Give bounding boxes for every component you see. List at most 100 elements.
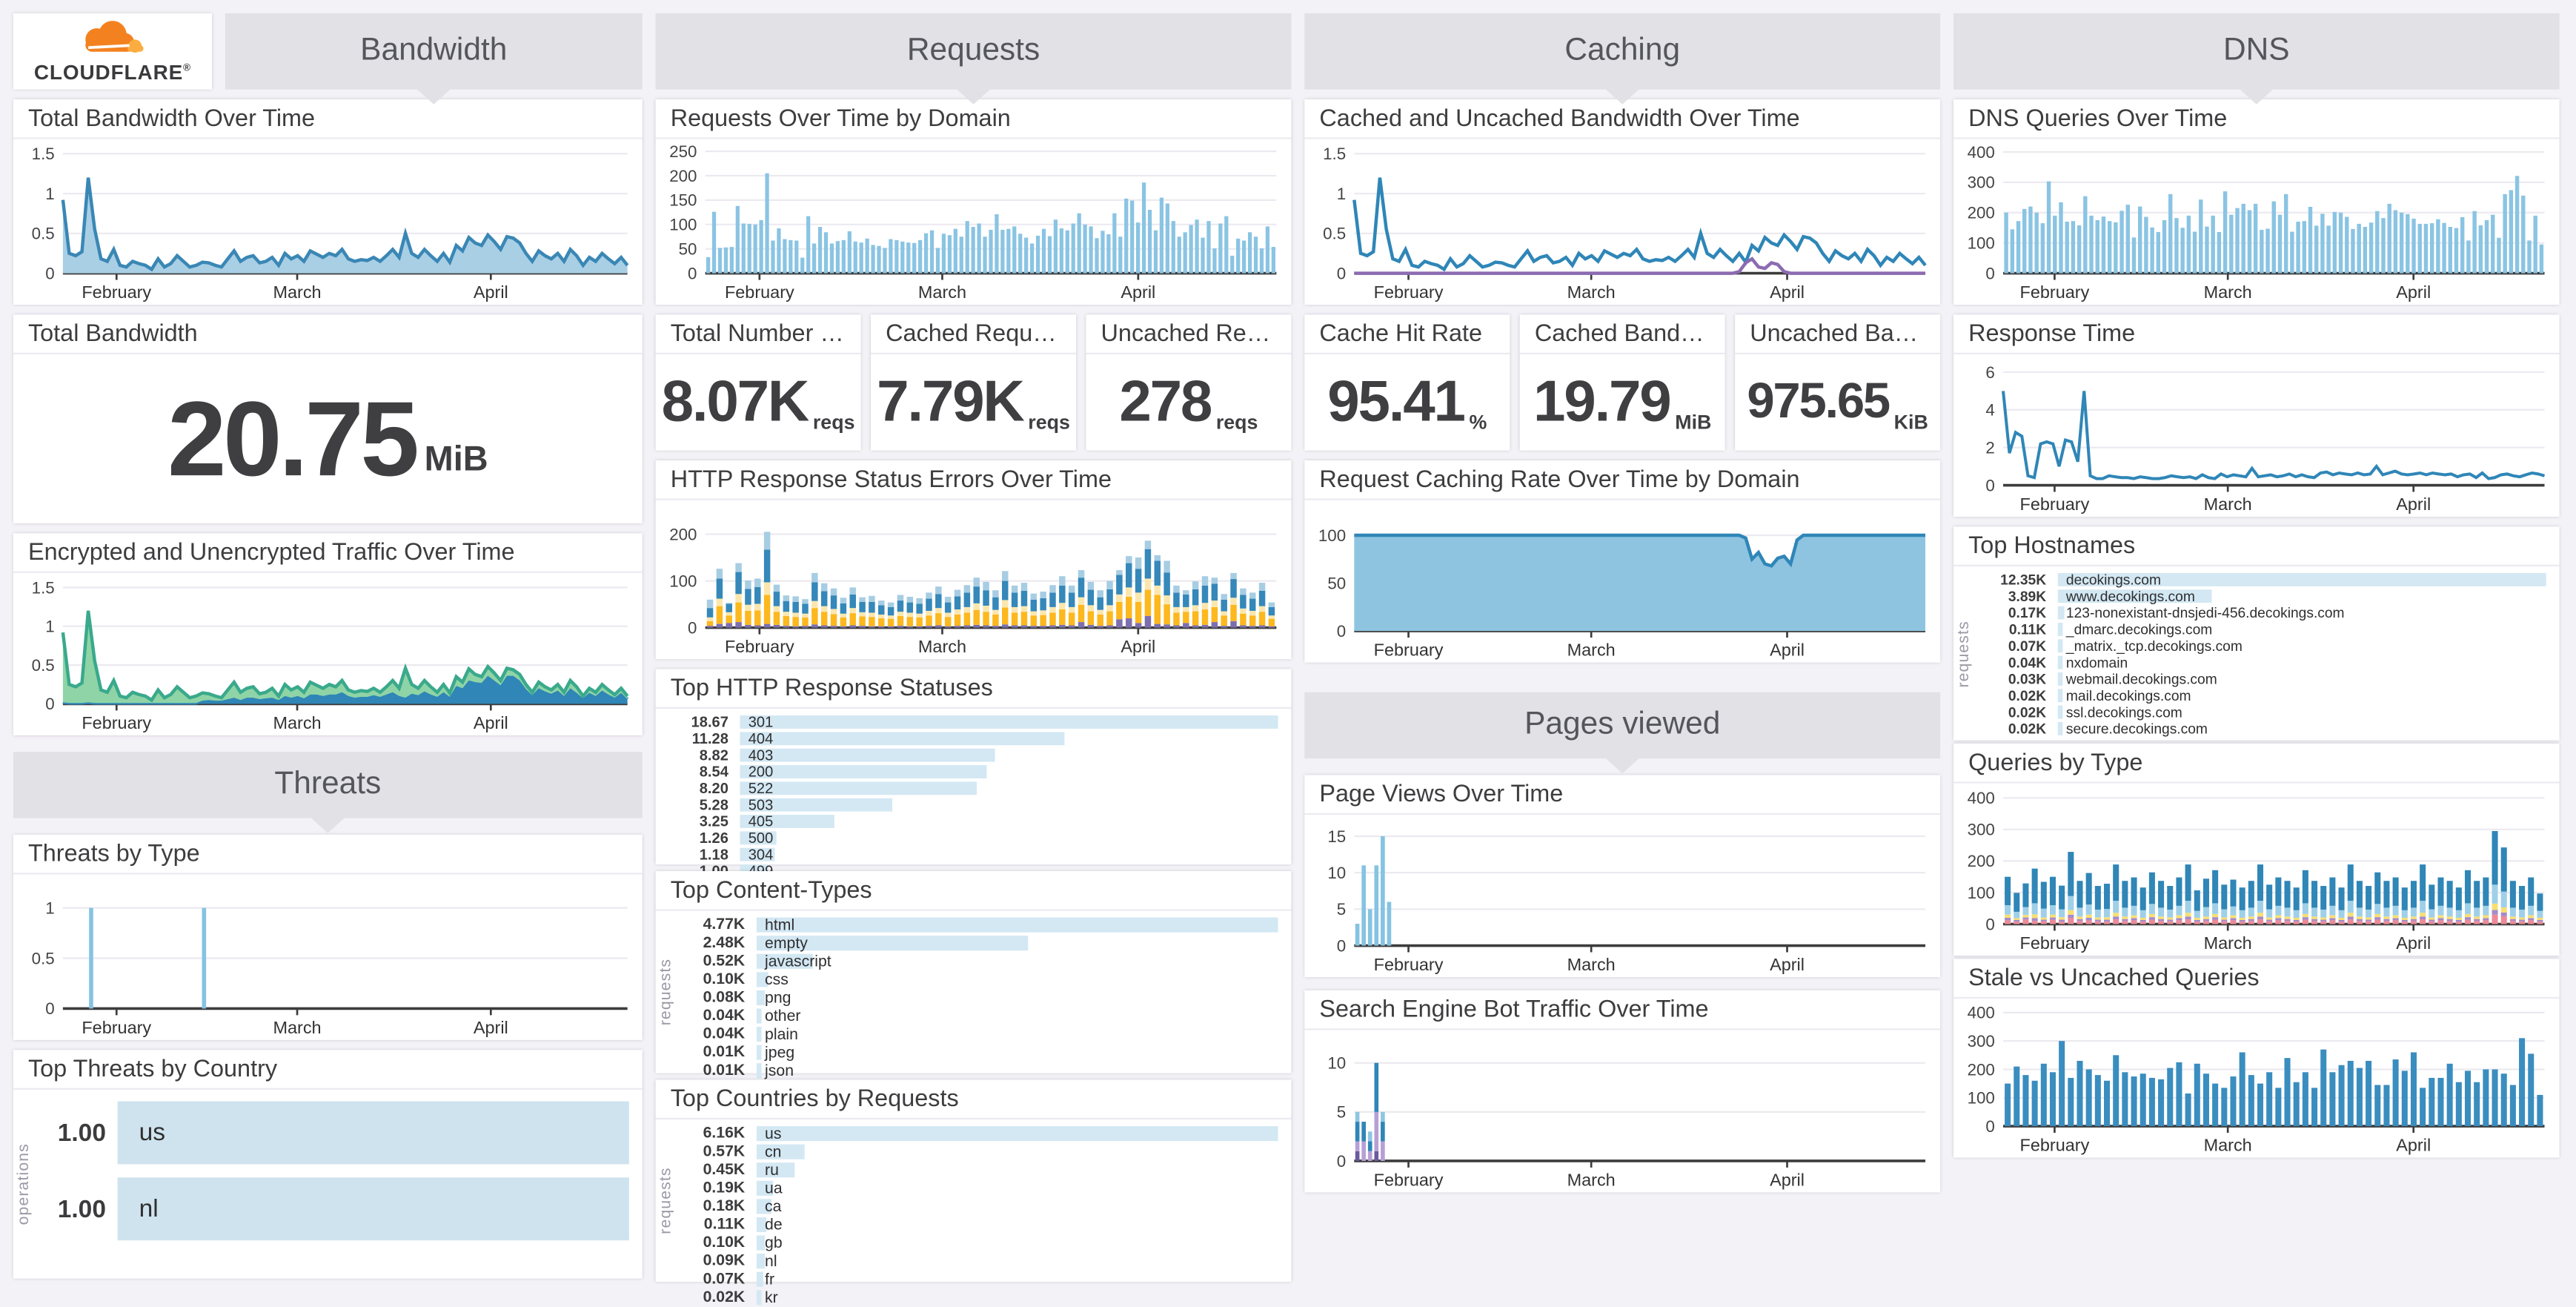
- svg-text:400: 400: [1968, 789, 1995, 807]
- y-axis-label: operations: [15, 1143, 33, 1225]
- svg-text:0: 0: [1985, 264, 1994, 282]
- list-row-label: secure.decokings.com: [2065, 720, 2208, 738]
- list-row: 1.00 us: [36, 1095, 629, 1171]
- list-row-value: 0.11K: [703, 1215, 746, 1234]
- list-row-bar: javascript: [756, 952, 1278, 970]
- svg-text:March: March: [1567, 955, 1616, 974]
- section-title: Pages viewed: [1524, 707, 1721, 742]
- list-row-bar: us: [756, 1125, 1278, 1142]
- page-views-chart[interactable]: 0 5 10 15 February March April: [1304, 815, 1940, 977]
- list-row: 1.26 500: [668, 830, 1278, 847]
- panel-uncached-bandwidth: Uncached Band... 975.65 KiB: [1735, 314, 1941, 451]
- list-row-bar: jpeg: [756, 1043, 1278, 1062]
- stale-queries-chart[interactable]: 0 100 200 300 400 February March April: [1953, 999, 2560, 1157]
- caching-rate-chart[interactable]: 0 50 100 February March April: [1304, 500, 1940, 663]
- stat-value: 278: [1119, 369, 1212, 434]
- list-row: 0.02K mail.decokings.com: [1976, 687, 2546, 704]
- list-row-bar: fr: [756, 1270, 1278, 1288]
- stat-value: 975.65: [1747, 374, 1890, 429]
- list-row-value: 0.52K: [703, 952, 746, 971]
- list-row-label: de: [765, 1215, 783, 1234]
- panel-total-requests: Total Number of Re... 8.07K reqs: [655, 314, 861, 451]
- list-row: 2.48K empty: [679, 933, 1278, 953]
- svg-text:February: February: [82, 713, 151, 732]
- list-row-bar: empty: [756, 934, 1278, 952]
- list-row-value: 2.48K: [703, 933, 746, 953]
- list-row-bar: 301: [740, 714, 1278, 730]
- list-row-label: 200: [748, 763, 774, 781]
- list-row-value: 0.08K: [703, 988, 746, 1007]
- svg-text:0: 0: [45, 695, 54, 713]
- total-bandwidth-chart[interactable]: 0 0.5 1 1.5 February March April: [13, 139, 643, 305]
- response-time-chart[interactable]: 0 2 4 6 February March April: [1953, 354, 2560, 517]
- svg-text:April: April: [2396, 1136, 2431, 1155]
- svg-text:April: April: [474, 282, 508, 302]
- list-row-bar: png: [756, 988, 1278, 1007]
- top-hostnames-list: 12.35K decokings.com 3.89K www.decokings.co…: [1976, 572, 2546, 737]
- http-errors-chart[interactable]: 0 100 200 February March April: [656, 500, 1292, 659]
- list-row-label: decokings.com: [2065, 571, 2161, 589]
- bot-traffic-chart[interactable]: 0 5 10 February March April: [1304, 1030, 1940, 1192]
- svg-text:1.5: 1.5: [32, 578, 55, 597]
- svg-text:March: March: [918, 282, 966, 302]
- svg-text:0.5: 0.5: [1323, 225, 1346, 243]
- svg-text:April: April: [1770, 282, 1805, 302]
- svg-text:March: March: [273, 713, 321, 732]
- requests-over-time-chart[interactable]: 0 50 100 150 200 250 February March April: [656, 139, 1292, 305]
- list-row: 8.82 403: [668, 747, 1278, 764]
- svg-text:February: February: [2020, 282, 2090, 302]
- list-row-label: us: [139, 1118, 166, 1147]
- list-row-value: 0.01K: [703, 1043, 746, 1062]
- encrypted-traffic-chart[interactable]: 0 0.5 1 1.5 February March April: [13, 573, 643, 735]
- svg-text:April: April: [2396, 933, 2431, 953]
- panel-title: Top Threats by Country: [13, 1050, 643, 1090]
- panel-total-bandwidth-over-time: Total Bandwidth Over Time 0 0.5 1 1.5 Februa…: [13, 99, 643, 305]
- panel-title: Request Caching Rate Over Time by Domain: [1304, 460, 1941, 500]
- list-row-value: 0.02K: [2008, 687, 2047, 704]
- section-arrow-icon: [1605, 89, 1639, 105]
- stat-total-bandwidth: 20.75 MiB: [13, 354, 643, 523]
- list-row: 1.18 304: [668, 847, 1278, 863]
- stat-value: 95.41: [1327, 369, 1466, 434]
- list-row-bar: mail.decokings.com: [2057, 687, 2546, 704]
- list-row-label: ua: [765, 1179, 783, 1198]
- list-row-label: png: [765, 988, 791, 1007]
- list-row-bar: de: [756, 1215, 1278, 1234]
- list-row: 0.09K nl: [679, 1252, 1278, 1271]
- cached-uncached-bandwidth-chart[interactable]: 0 0.5 1 1.5 February March April: [1304, 139, 1940, 305]
- list-row-bar: 403: [740, 747, 1278, 764]
- dns-queries-chart[interactable]: 0 100 200 300 400 February March April: [1953, 139, 2560, 305]
- list-row-value: 0.01K: [703, 1061, 746, 1080]
- svg-text:February: February: [1374, 1170, 1444, 1189]
- panel-http-errors: HTTP Response Status Errors Over Time 0 1…: [655, 460, 1292, 660]
- svg-text:February: February: [2020, 494, 2090, 514]
- column-requests: Requests Requests Over Time by Domain 0 5…: [655, 13, 1292, 1307]
- svg-text:April: April: [1121, 637, 1155, 656]
- svg-text:1: 1: [1337, 185, 1346, 203]
- svg-text:March: March: [1567, 282, 1616, 302]
- top-content-types-list-body: requests 4.77K html 2.48K empty 0.52K javascr…: [656, 911, 1292, 1098]
- list-row-label: nl: [139, 1194, 159, 1223]
- threats-by-type-chart[interactable]: 0 0.5 1 February March April: [13, 874, 643, 1039]
- top-content-types-list: 4.77K html 2.48K empty 0.52K javascript 0.10K c…: [679, 916, 1278, 1098]
- list-row: 8.54 200: [668, 764, 1278, 780]
- svg-text:April: April: [474, 1018, 508, 1037]
- panel-total-bandwidth: Total Bandwidth 20.75 MiB: [13, 314, 643, 523]
- list-row-value: 0.19K: [703, 1179, 746, 1198]
- list-row-value: 5.28: [699, 796, 728, 813]
- list-row-bar: us: [117, 1101, 629, 1165]
- list-row: 0.57K cn: [679, 1142, 1278, 1161]
- list-row-value: 0.10K: [703, 970, 746, 989]
- svg-text:April: April: [474, 713, 508, 732]
- panel-bot-traffic: Search Engine Bot Traffic Over Time 0 5 10…: [1304, 990, 1941, 1193]
- svg-text:200: 200: [1968, 1060, 1995, 1079]
- list-row: 0.17K 123-nonexistant-dnsjedi-456.decokin…: [1976, 604, 2546, 621]
- list-row-label: plain: [765, 1025, 798, 1044]
- section-arrow-icon: [2240, 89, 2274, 105]
- svg-text:400: 400: [1968, 1004, 1995, 1022]
- svg-text:March: March: [2204, 1136, 2252, 1155]
- y-axis-label: requests: [1955, 620, 1974, 687]
- queries-by-type-chart[interactable]: 0 100 200 300 400 February March April: [1953, 784, 2560, 956]
- panel-title: Stale vs Uncached Queries: [1953, 959, 2560, 999]
- panel-title: Page Views Over Time: [1304, 775, 1941, 815]
